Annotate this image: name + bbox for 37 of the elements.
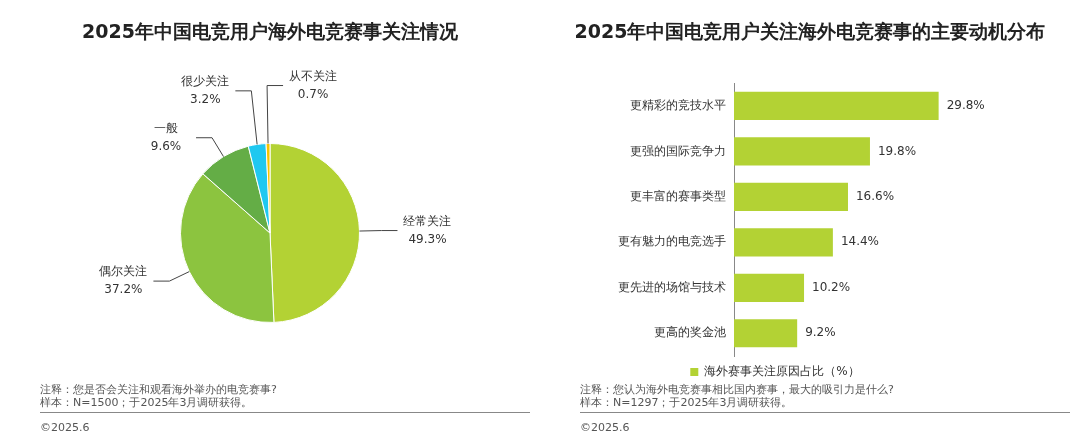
- bar: [734, 91, 939, 121]
- bar: [734, 228, 833, 257]
- text: 注释：您是否会关注和观看海外举办的电竞赛事?: [40, 383, 278, 396]
- y-tick-label: 更精彩的竞技水平: [630, 98, 726, 113]
- legend-label: 海外赛事关注原因占比（%）: [704, 364, 860, 379]
- data-label: 10.2%: [812, 279, 851, 294]
- slice-label: 从不关注: [289, 68, 338, 83]
- data-label: 19.8%: [877, 143, 917, 158]
- slice-label: 一般: [154, 120, 179, 135]
- y-tick-label: 更丰富的赛事类型: [630, 188, 726, 203]
- data-label: 0.7%: [297, 86, 329, 101]
- data-label: 16.6%: [855, 188, 895, 203]
- slice-label: 很少关注: [181, 73, 230, 88]
- bar: [734, 319, 798, 348]
- y-tick-label: 更高的奖金池: [654, 325, 726, 340]
- data-label: 29.8%: [946, 98, 985, 113]
- data-label: 14.4%: [840, 234, 880, 249]
- y-tick-label: 更强的国际竞争力: [630, 143, 726, 158]
- y-tick-label: 更先进的场馆与技术: [618, 279, 726, 294]
- bar: [734, 137, 870, 166]
- bar: [734, 273, 805, 302]
- bar: [734, 182, 848, 211]
- data-label: 49.3%: [408, 231, 447, 246]
- chart-title: 2025年中国电竞用户海外电竞赛事关注情况: [81, 19, 459, 44]
- text: 样本：N=1297；于2025年3月调研获得。: [580, 396, 794, 409]
- text: 样本：N=1500；于2025年3月调研获得。: [40, 396, 254, 409]
- data-label: 9.6%: [150, 138, 182, 153]
- y-tick-label: 更有魅力的电竞选手: [618, 234, 726, 249]
- text: ©2025.6: [40, 421, 90, 434]
- data-label: 9.2%: [805, 325, 836, 340]
- slice-label: 偶尔关注: [99, 264, 148, 279]
- text: 注释：您认为海外电竞赛事相比国内赛事，最大的吸引力是什么?: [580, 383, 895, 396]
- chart-title: 2025年中国电竞用户关注海外电竞赛事的主要动机分布: [573, 19, 1047, 44]
- text: ©2025.6: [580, 421, 630, 434]
- data-label: 3.2%: [190, 91, 221, 106]
- data-label: 37.2%: [104, 282, 143, 297]
- slice-label: 经常关注: [403, 213, 452, 228]
